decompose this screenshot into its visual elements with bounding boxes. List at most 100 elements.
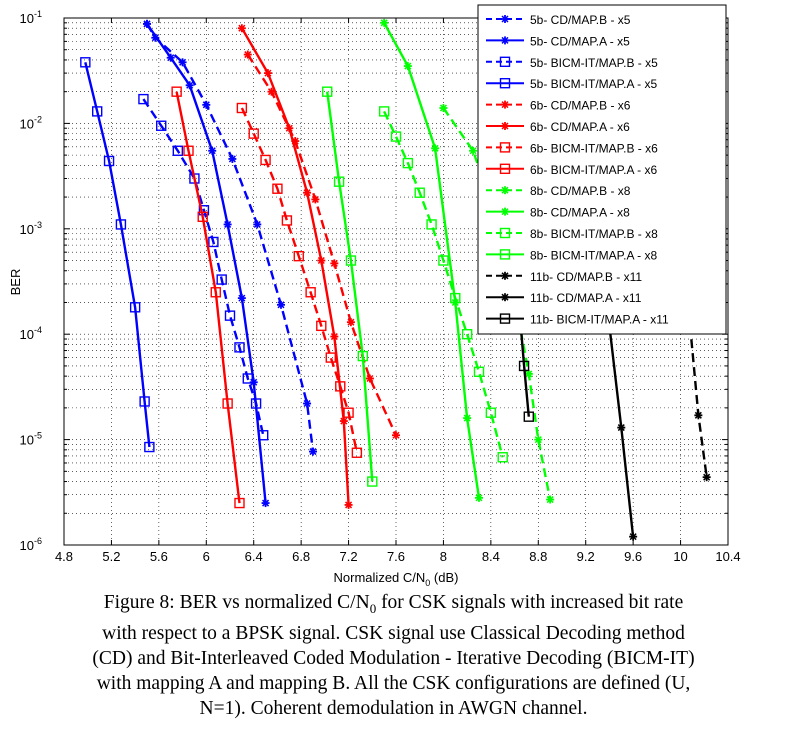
legend-square-marker	[499, 249, 511, 260]
legend-entry-label: 11b- CD/MAP.A - x11	[530, 291, 642, 305]
data-point-star-marker	[524, 369, 533, 378]
data-point-square-marker	[325, 352, 336, 363]
data-point-star-marker	[185, 81, 194, 90]
x-tick-label: 7.2	[340, 549, 358, 564]
legend-star-marker	[501, 122, 509, 130]
legend-square-marker	[499, 142, 511, 153]
data-point-square-marker	[216, 274, 227, 285]
data-point-star-stroke	[285, 124, 293, 132]
legend-star-stroke	[501, 293, 509, 301]
data-point-star-marker	[403, 62, 412, 71]
data-point-star-stroke	[340, 417, 348, 425]
data-point-star-marker	[223, 220, 232, 229]
caption-line-4: with mapping A and mapping B. All the CS…	[96, 672, 691, 694]
y-tick-label: 10-2	[20, 114, 42, 131]
data-point-star-stroke	[303, 189, 311, 197]
legend-entry-label: 5b- BICM-IT/MAP.A - x5	[530, 77, 657, 91]
data-point-square-marker	[293, 250, 304, 262]
data-point-square-marker	[258, 430, 269, 441]
grid-lines	[63, 18, 729, 546]
x-tick-label: 5.6	[150, 549, 168, 564]
data-point-star-marker	[469, 146, 478, 155]
data-point-star-stroke	[262, 499, 270, 507]
data-point-star-marker	[439, 103, 448, 112]
data-point-square-marker	[322, 86, 333, 97]
data-point-square-marker	[461, 329, 473, 340]
legend-star-marker	[501, 15, 509, 23]
data-point-star-marker	[463, 414, 472, 423]
data-point-square-marker	[260, 154, 271, 166]
legend-square-marker	[499, 56, 511, 67]
legend-star-marker	[501, 36, 509, 45]
data-point-star-marker	[276, 300, 285, 309]
data-point-star-marker	[166, 53, 175, 62]
data-point-star-stroke	[380, 19, 388, 27]
legend-entry-label: 8b- BICM-IT/MAP.B - x8	[530, 227, 658, 241]
data-point-square-marker	[343, 407, 354, 418]
series-line	[383, 22, 481, 499]
data-point-square-marker	[234, 497, 245, 509]
y-tick-label: 10-3	[20, 220, 42, 237]
series-line	[175, 91, 241, 504]
data-point-star-stroke	[546, 496, 554, 504]
legend-entry-label: 6b- CD/MAP.B - x6	[530, 99, 631, 113]
x-axis-label: Normalized C/N0 (dB)	[334, 570, 459, 588]
legend-entry-label: 8b- BICM-IT/MAP.A - x8	[530, 248, 657, 262]
x-tick-label: 6.8	[292, 549, 310, 564]
x-tick-label: 5.2	[102, 549, 120, 564]
data-point-star-marker	[330, 259, 339, 268]
data-point-square-marker	[139, 396, 150, 407]
data-point-star-marker	[475, 493, 483, 502]
data-point-star-stroke	[525, 370, 533, 378]
data-point-square-marker	[242, 373, 253, 384]
data-point-square-marker	[333, 176, 345, 187]
x-tick-label: 10	[673, 549, 687, 564]
data-point-star-marker	[339, 417, 348, 426]
data-point-square-marker	[103, 155, 115, 167]
data-point-star-marker	[694, 411, 703, 420]
data-point-star-stroke	[439, 104, 447, 112]
legend-star-stroke	[501, 15, 509, 23]
data-point-star-marker	[617, 423, 626, 432]
data-point-star-stroke	[475, 494, 483, 502]
data-point-square-marker	[80, 57, 91, 68]
data-point-star-stroke	[179, 58, 187, 66]
series-line	[84, 62, 151, 448]
data-point-square-marker	[357, 350, 368, 362]
data-point-star-stroke	[244, 51, 252, 59]
data-point-square-marker	[473, 366, 485, 377]
series-11	[322, 86, 378, 487]
data-point-star-stroke	[167, 54, 175, 62]
legend-entry-label: 5b- BICM-IT/MAP.B - x5	[530, 56, 658, 70]
y-axis-label: BER	[8, 269, 23, 296]
legend-star-marker	[501, 186, 509, 195]
series-1	[143, 19, 270, 508]
y-tick-label: 10-5	[20, 431, 42, 448]
data-point-square-marker	[236, 102, 248, 114]
data-point-star-stroke	[347, 318, 355, 326]
legend-star-marker	[501, 271, 509, 280]
data-point-star-marker	[237, 294, 246, 303]
data-point-star-stroke	[277, 301, 285, 309]
data-point-star-stroke	[309, 448, 317, 456]
data-point-square-marker	[281, 215, 293, 226]
series-line	[146, 23, 267, 504]
data-point-star-marker	[143, 19, 151, 28]
x-tick-label: 8.8	[529, 549, 547, 564]
legend-entry-label: 5b- CD/MAP.B - x5	[530, 13, 631, 27]
figure-caption: Figure 8: BER vs normalized C/N0 for CSK…	[0, 590, 787, 721]
data-point-star-marker	[202, 100, 211, 109]
caption-line-5: N=1). Coherent demodulation in AWGN chan…	[199, 697, 588, 719]
data-point-star-stroke	[250, 378, 258, 386]
y-tick-label: 10-6	[20, 536, 42, 553]
data-point-star-stroke	[317, 256, 325, 265]
data-point-star-marker	[237, 24, 246, 33]
legend-star-marker	[501, 207, 509, 216]
series-3	[80, 57, 155, 453]
data-point-square-marker	[518, 360, 530, 372]
data-point-star-stroke	[463, 414, 471, 422]
data-point-star-marker	[228, 154, 237, 163]
data-point-square-marker	[485, 407, 497, 418]
data-point-square-marker	[138, 93, 149, 105]
data-point-star-stroke	[404, 62, 412, 70]
